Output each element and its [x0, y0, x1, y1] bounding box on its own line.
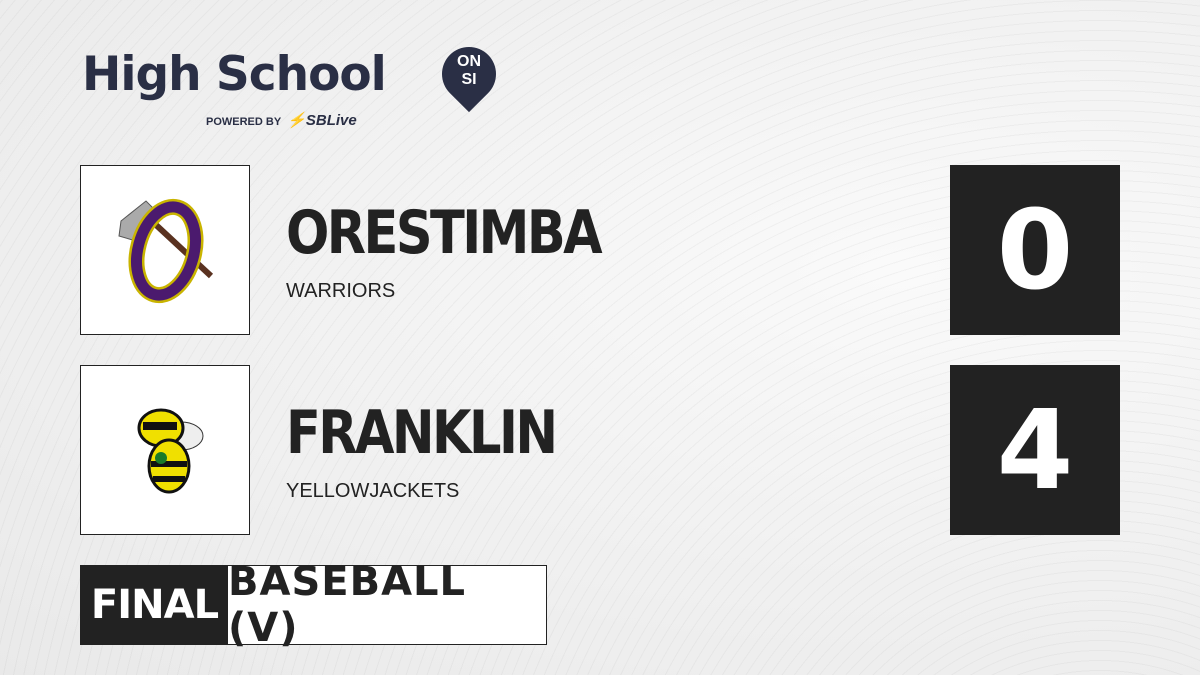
team-logo-orestimba — [80, 165, 250, 335]
team-mascot: WARRIORS — [286, 280, 396, 302]
warriors-logo-icon — [118, 198, 214, 304]
partner-name: SBLive — [305, 112, 357, 129]
badge-top: ON — [457, 53, 481, 70]
team-logo-franklin — [80, 365, 250, 535]
team-mascot: YELLOWJACKETS — [286, 480, 460, 502]
powered-by-label: POWERED BY — [206, 116, 282, 128]
team-score: 4 — [950, 365, 1120, 535]
game-status: FINAL — [81, 566, 228, 644]
game-status-bar: FINAL BASEBALL (V) — [80, 559, 547, 651]
yellowjacket-logo-icon — [137, 408, 204, 494]
sport-label: BASEBALL (V) — [228, 559, 466, 651]
brand-title: High School — [82, 47, 387, 102]
badge-bottom: SI — [461, 71, 477, 88]
sblive-logo: ⚡SBLive — [287, 112, 357, 129]
team-name: FRANKLIN — [286, 398, 558, 468]
powered-by: POWERED BY ⚡SBLive — [206, 111, 357, 129]
high-school-on-si-logo: High School ON SI POWERED BY ⚡SBLive — [82, 35, 508, 129]
team-score: 0 — [950, 165, 1120, 335]
team-name: ORESTIMBA — [286, 198, 603, 268]
